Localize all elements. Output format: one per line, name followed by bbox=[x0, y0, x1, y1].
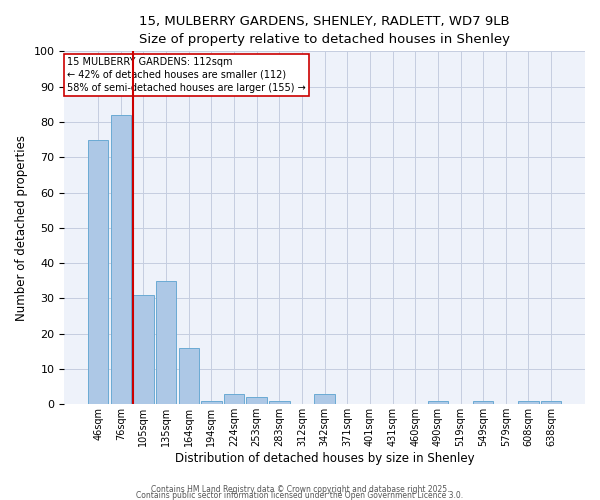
Bar bbox=[428, 401, 448, 404]
Bar bbox=[110, 115, 131, 405]
Bar bbox=[247, 397, 267, 404]
Bar bbox=[156, 281, 176, 404]
Bar bbox=[269, 401, 290, 404]
Y-axis label: Number of detached properties: Number of detached properties bbox=[15, 135, 28, 321]
Text: Contains public sector information licensed under the Open Government Licence 3.: Contains public sector information licen… bbox=[136, 490, 464, 500]
Text: 15 MULBERRY GARDENS: 112sqm
← 42% of detached houses are smaller (112)
58% of se: 15 MULBERRY GARDENS: 112sqm ← 42% of det… bbox=[67, 56, 305, 93]
Title: 15, MULBERRY GARDENS, SHENLEY, RADLETT, WD7 9LB
Size of property relative to det: 15, MULBERRY GARDENS, SHENLEY, RADLETT, … bbox=[139, 15, 510, 46]
X-axis label: Distribution of detached houses by size in Shenley: Distribution of detached houses by size … bbox=[175, 452, 475, 465]
Text: Contains HM Land Registry data © Crown copyright and database right 2025.: Contains HM Land Registry data © Crown c… bbox=[151, 484, 449, 494]
Bar bbox=[179, 348, 199, 405]
Bar bbox=[88, 140, 109, 404]
Bar bbox=[314, 394, 335, 404]
Bar bbox=[518, 401, 539, 404]
Bar bbox=[224, 394, 244, 404]
Bar bbox=[473, 401, 493, 404]
Bar bbox=[201, 401, 221, 404]
Bar bbox=[541, 401, 562, 404]
Bar bbox=[133, 295, 154, 405]
